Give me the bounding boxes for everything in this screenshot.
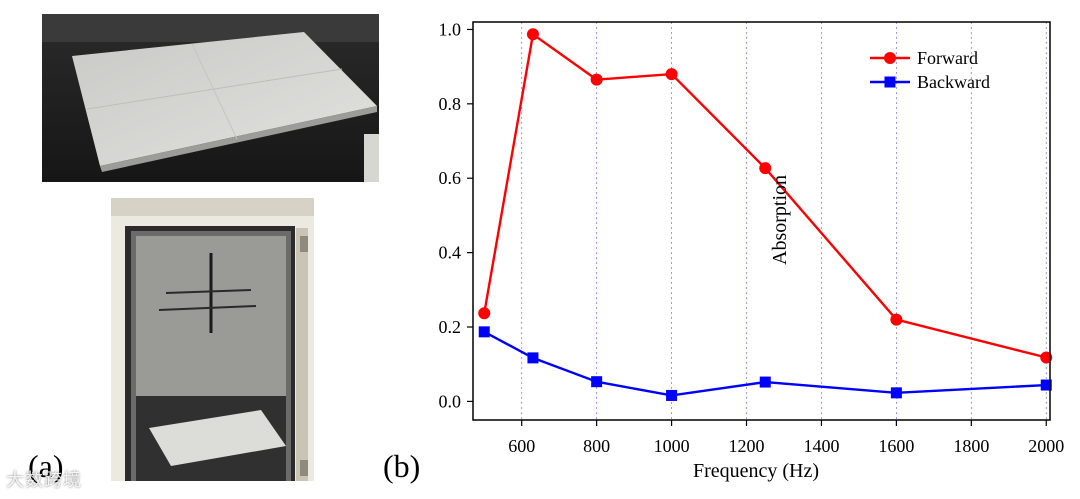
y-axis-label: Absorption	[769, 175, 791, 265]
forward-point	[526, 28, 539, 41]
y-tick-label: 0.0	[439, 391, 462, 411]
x-tick-label: 1000	[654, 436, 690, 456]
backward-point	[527, 352, 539, 364]
absorption-chart: 600 800 1000 1200 1400 1600 1800 2000 0.0 0.2 0.4 0…	[439, 19, 1065, 482]
x-tick-label: 1600	[878, 436, 914, 456]
photo-foam-panel	[42, 14, 379, 182]
backward-point	[478, 326, 490, 338]
x-tick-label: 600	[508, 436, 535, 456]
x-tick-label: 1200	[729, 436, 765, 456]
y-tick-label: 0.8	[439, 94, 462, 114]
x-axis-label: Frequency (Hz)	[693, 460, 819, 482]
axis-layer: 600 800 1000 1200 1400 1600 1800 2000 0.0 0.2 0.4 0…	[439, 19, 1065, 456]
legend-forward-label: Forward	[917, 48, 978, 68]
photo-test-chamber	[111, 198, 314, 481]
backward-point	[666, 389, 678, 401]
backward-point	[759, 376, 771, 388]
forward-point	[478, 307, 491, 320]
x-tick-label: 1800	[953, 436, 989, 456]
y-tick-label: 0.2	[439, 317, 462, 337]
y-tick-label: 0.6	[439, 168, 462, 188]
forward-point	[890, 313, 903, 326]
x-tick-label: 800	[583, 436, 610, 456]
y-tick-label: 0.4	[439, 243, 462, 263]
x-tick-label: 2000	[1028, 436, 1064, 456]
legend-backward-label: Backward	[917, 72, 990, 92]
legend: Forward Backward	[870, 48, 990, 92]
plot-frame	[472, 21, 1051, 421]
forward-point	[665, 68, 678, 81]
x-tick-label: 1400	[803, 436, 839, 456]
backward-point	[890, 387, 902, 399]
forward-point	[590, 73, 603, 86]
backward-point	[591, 376, 603, 388]
backward-point	[1040, 379, 1052, 391]
legend-forward-marker	[884, 52, 896, 64]
panel-label-a: (a)	[28, 448, 64, 484]
y-tick-label: 1.0	[439, 19, 462, 39]
legend-backward-marker	[884, 76, 896, 88]
watermark-text: 大数跨境	[6, 470, 82, 491]
panel-label-b: (b)	[383, 448, 421, 484]
forward-point	[759, 162, 772, 175]
